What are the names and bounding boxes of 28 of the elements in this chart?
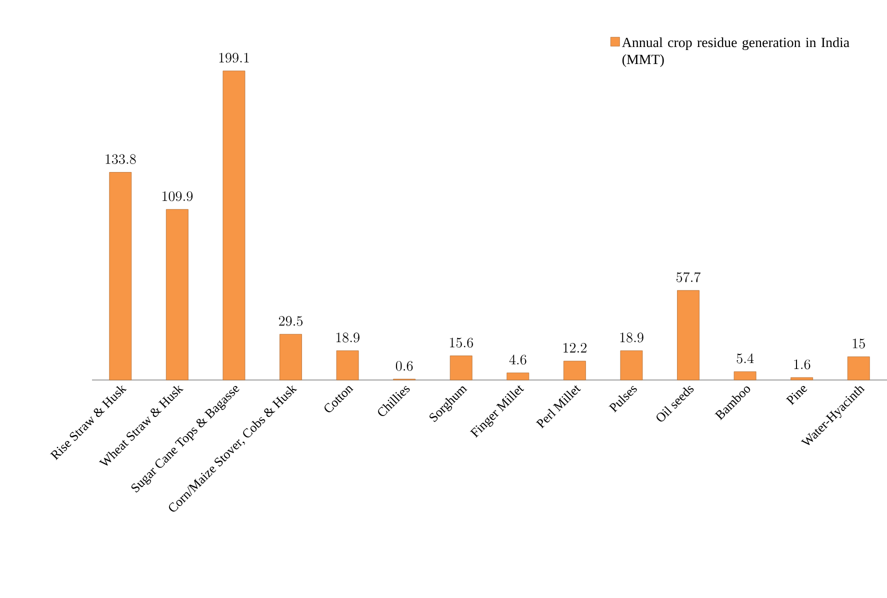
data-label: 133.8 — [106, 154, 136, 164]
bar — [222, 70, 246, 380]
bar — [450, 356, 472, 380]
data-label: 0.6 — [396, 361, 413, 371]
data-label: 15.6 — [450, 338, 473, 348]
bar — [620, 350, 643, 380]
bar — [847, 356, 870, 380]
data-label: 18.9 — [620, 332, 644, 342]
bar — [734, 371, 756, 380]
data-label: 18.9 — [336, 332, 360, 342]
bar — [109, 172, 132, 380]
data-label: 109.9 — [162, 191, 193, 202]
data-label: 5.4 — [736, 353, 754, 364]
bar — [563, 360, 586, 380]
bar — [336, 350, 359, 380]
bar — [790, 377, 814, 380]
legend-label: Annual crop residue generation in India (MMT) — [622, 37, 850, 67]
data-label: 57.7 — [676, 272, 701, 282]
bar — [280, 334, 302, 380]
data-label: 29.5 — [278, 316, 303, 326]
bar — [677, 290, 700, 380]
data-label: 15 — [852, 338, 865, 348]
data-label: 12.2 — [564, 343, 586, 353]
data-label: 1 .6 — [794, 359, 810, 370]
bar — [506, 372, 530, 380]
data-label: 199. 1 — [219, 52, 249, 63]
data-label: 4.6 — [509, 354, 526, 365]
bar — [166, 209, 188, 380]
